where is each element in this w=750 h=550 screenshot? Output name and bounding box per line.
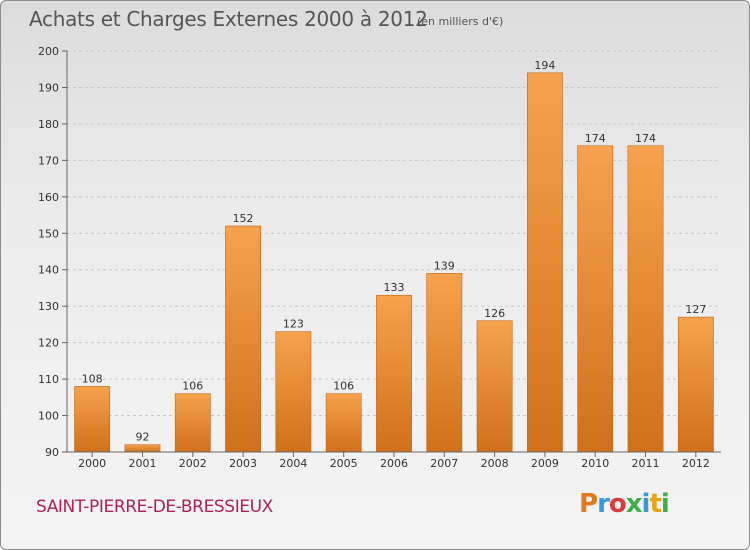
x-tick-label: 2001 bbox=[128, 457, 156, 470]
chart-subtitle: (en milliers d'€) bbox=[417, 15, 504, 28]
x-tick-label: 2003 bbox=[229, 457, 257, 470]
bar-value-label: 174 bbox=[585, 132, 606, 145]
proxiti-logo: Proxiti bbox=[579, 489, 670, 519]
bar-value-label: 127 bbox=[685, 303, 706, 316]
bar-value-label: 106 bbox=[182, 380, 203, 393]
y-tick-label: 120 bbox=[38, 337, 59, 350]
y-tick-label: 130 bbox=[38, 300, 59, 313]
y-tick-label: 190 bbox=[38, 81, 59, 94]
y-tick-label: 90 bbox=[45, 446, 59, 459]
bar bbox=[275, 331, 312, 453]
x-tick-label: 2010 bbox=[581, 457, 609, 470]
bar bbox=[124, 444, 161, 453]
logo-letter: t bbox=[649, 489, 661, 519]
bar bbox=[174, 393, 211, 453]
x-tick-label: 2000 bbox=[78, 457, 106, 470]
x-tick-label: 2002 bbox=[179, 457, 207, 470]
y-tick-label: 110 bbox=[38, 373, 59, 386]
chart-title: Achats et Charges Externes 2000 à 2012 bbox=[29, 7, 428, 31]
bar-value-label: 194 bbox=[534, 59, 555, 72]
logo-letter: P bbox=[579, 489, 598, 519]
bar-value-label: 126 bbox=[484, 307, 505, 320]
bar bbox=[476, 320, 513, 453]
bar bbox=[677, 316, 714, 453]
bar-value-label: 123 bbox=[283, 318, 304, 331]
y-tick-label: 160 bbox=[38, 191, 59, 204]
y-tick-label: 180 bbox=[38, 118, 59, 131]
bar bbox=[74, 386, 111, 453]
place-name: SAINT-PIERRE-DE-BRESSIEUX bbox=[36, 497, 273, 517]
x-tick-label: 2005 bbox=[330, 457, 358, 470]
bar bbox=[376, 294, 412, 453]
x-tick-label: 2004 bbox=[279, 457, 307, 470]
x-tick-label: 2007 bbox=[430, 457, 458, 470]
y-tick-label: 140 bbox=[38, 264, 59, 277]
bar-value-label: 108 bbox=[82, 372, 103, 385]
x-tick-label: 2006 bbox=[380, 457, 408, 470]
x-tick-label: 2008 bbox=[481, 457, 509, 470]
logo-letter: o bbox=[608, 489, 627, 519]
bar bbox=[225, 225, 261, 453]
bar bbox=[527, 72, 563, 453]
y-tick-label: 200 bbox=[38, 45, 59, 58]
x-tick-label: 2012 bbox=[682, 457, 710, 470]
y-tick-label: 100 bbox=[38, 410, 59, 423]
bar-value-label: 174 bbox=[635, 132, 656, 145]
bar-value-label: 92 bbox=[135, 431, 149, 444]
logo-letter: x bbox=[625, 489, 643, 519]
bar-value-label: 139 bbox=[434, 259, 455, 272]
logo-letter: i bbox=[660, 489, 670, 519]
bar bbox=[325, 393, 362, 453]
logo-letter: i bbox=[641, 489, 651, 519]
bar bbox=[577, 145, 614, 453]
bar bbox=[627, 145, 664, 453]
bar-value-label: 106 bbox=[333, 380, 354, 393]
y-tick-label: 150 bbox=[38, 227, 59, 240]
bar-value-label: 152 bbox=[233, 212, 254, 225]
x-tick-label: 2009 bbox=[531, 457, 559, 470]
logo-letter: r bbox=[597, 489, 610, 519]
bar bbox=[426, 273, 463, 453]
y-tick-label: 170 bbox=[38, 154, 59, 167]
x-tick-label: 2011 bbox=[632, 457, 660, 470]
bar-value-label: 133 bbox=[384, 281, 405, 294]
